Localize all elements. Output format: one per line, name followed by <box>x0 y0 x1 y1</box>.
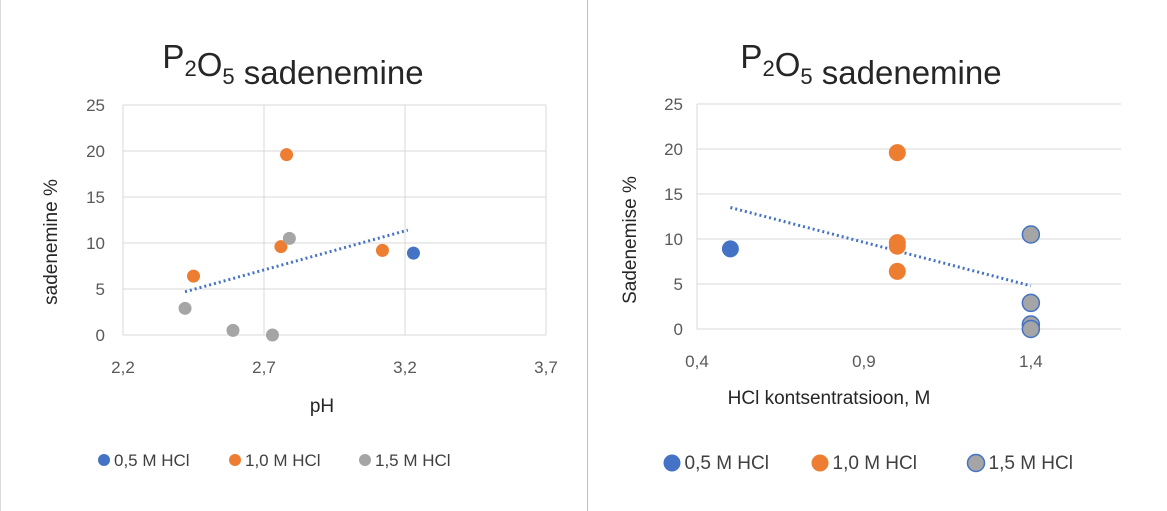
data-point <box>280 148 294 162</box>
y-tick-label: 0 <box>96 326 105 345</box>
x-tick-label: 0,4 <box>685 352 709 371</box>
scatter-chart-hcl: P2O5 sadenemine 0 5 10 15 20 25 0,4 0,9 1,4 Sad… <box>620 38 1121 474</box>
y-axis-label: Sadenemise % <box>620 176 641 304</box>
legend: 0,5 M HCl 1,0 M HCl 1,5 M HCl <box>98 451 451 470</box>
legend-marker <box>811 454 829 472</box>
data-point <box>375 243 389 257</box>
legend: 0,5 M HCl 1,0 M HCl 1,5 M HCl <box>663 453 1073 474</box>
data-point <box>282 231 296 245</box>
y-tick-label: 0 <box>674 320 683 339</box>
gridlines <box>122 104 547 336</box>
y-tick-label: 5 <box>96 280 105 299</box>
chart-panel-right: P2O5 sadenemine 0 5 10 15 20 25 0,4 0,9 1,4 Sad… <box>587 0 1167 511</box>
y-tick-label: 25 <box>86 96 105 115</box>
data-point <box>187 269 200 283</box>
x-tick-label: 3,2 <box>393 358 417 377</box>
y-tick-label: 5 <box>674 275 683 294</box>
data-point <box>888 237 906 255</box>
chart-title: P2O5 sadenemine <box>740 38 1001 91</box>
data-point <box>226 323 240 337</box>
trendline <box>730 206 1032 288</box>
data-point <box>888 144 906 162</box>
legend-marker <box>663 454 681 472</box>
x-tick-label: 0,9 <box>852 352 876 371</box>
chart-title: P2O5 sadenemine <box>162 38 423 91</box>
data-point <box>721 240 739 258</box>
legend-marker <box>229 454 241 466</box>
x-tick-label: 2,7 <box>252 358 276 377</box>
data-point <box>888 262 906 280</box>
legend-label: 1,0 M HCl <box>245 451 321 470</box>
y-tick-labels: 0 5 10 15 20 25 <box>86 96 105 345</box>
data-point <box>1021 293 1041 313</box>
y-tick-label: 25 <box>664 95 683 114</box>
data-point <box>274 240 288 254</box>
data-point <box>1021 225 1041 244</box>
legend-marker <box>98 454 110 466</box>
legend-label: 1,5 M HCl <box>375 451 451 470</box>
x-axis-label: pH <box>310 396 334 417</box>
gridlines <box>696 103 1121 330</box>
legend-label: 1,0 M HCl <box>833 453 917 474</box>
data-points <box>721 144 1041 339</box>
x-axis-label: HCl kontsentratsioon, M <box>728 388 931 409</box>
legend-label: 1,5 M HCl <box>989 453 1073 474</box>
data-point <box>406 246 420 260</box>
y-tick-label: 10 <box>664 230 683 249</box>
y-tick-label: 10 <box>86 234 105 253</box>
trendline <box>184 228 409 294</box>
chart-panel-left: P2O5 sadenemine 0 5 10 15 20 25 2,2 2,7 3,2 3,7 … <box>0 0 558 511</box>
x-tick-labels: 2,2 2,7 3,2 3,7 <box>111 358 558 377</box>
data-point <box>178 301 192 315</box>
y-tick-label: 20 <box>86 142 105 161</box>
legend-label: 0,5 M HCl <box>114 451 190 470</box>
x-tick-label: 2,2 <box>111 358 135 377</box>
y-tick-label: 15 <box>86 188 105 207</box>
legend-marker <box>359 454 371 466</box>
y-tick-label: 15 <box>664 185 683 204</box>
data-point <box>1021 319 1041 339</box>
data-points <box>178 148 420 342</box>
x-tick-labels: 0,4 0,9 1,4 <box>685 352 1042 371</box>
data-point <box>265 328 279 342</box>
x-tick-label: 3,7 <box>534 358 558 377</box>
x-tick-label: 1,4 <box>1019 352 1043 371</box>
legend-label: 0,5 M HCl <box>685 453 769 474</box>
y-tick-labels: 0 5 10 15 20 25 <box>664 95 683 339</box>
y-tick-label: 20 <box>664 140 683 159</box>
legend-marker <box>966 453 986 473</box>
y-axis-label: sadenemine % <box>41 179 62 305</box>
